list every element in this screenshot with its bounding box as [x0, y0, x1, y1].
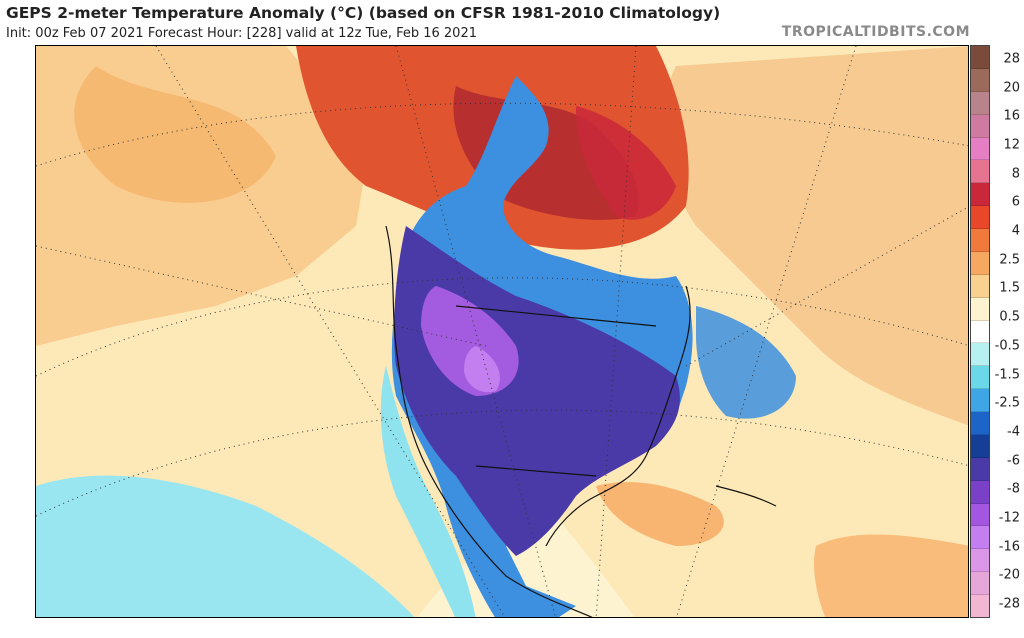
atlantic-warm-area [662, 46, 968, 426]
colorbar-tick-label: 8 [1011, 166, 1020, 182]
colorbar-segment [971, 114, 989, 138]
colorbar-segment [971, 68, 989, 92]
colorbar-tick-label: 12 [1003, 137, 1020, 153]
greenland-red-area [576, 106, 676, 220]
colorbar-tick-label: 4 [1011, 223, 1020, 239]
us-canada-border [455, 305, 657, 327]
colorbar-tick-label: -6 [1007, 453, 1020, 469]
colorbar-tick-label: -0.5 [994, 338, 1020, 354]
south-america-warm-area [814, 534, 968, 617]
colorbar-segment [971, 549, 989, 573]
atlantic-cold-patch [696, 306, 796, 419]
chart-title: GEPS 2-meter Temperature Anomaly (°C) (b… [6, 4, 721, 22]
colorbar-tick-label: -28 [998, 596, 1020, 612]
forecast-info: Init: 00z Feb 07 2021 Forecast Hour: [22… [6, 26, 477, 41]
colorbar-tick-label: -1.5 [994, 367, 1020, 383]
colorbar-tick-label: 0.5 [999, 309, 1020, 325]
colorbar-segment [971, 91, 989, 115]
colorbar-segment [971, 229, 989, 252]
colorbar-segment [971, 480, 989, 504]
colorbar-tick-label: 2.5 [999, 252, 1020, 268]
coastlines [385, 225, 777, 617]
pacific-orange-patch [74, 66, 276, 203]
colorbar [970, 45, 990, 618]
colorbar-segment [971, 434, 989, 458]
colorbar-segment [971, 343, 989, 367]
grid-line [155, 46, 506, 617]
colorbar-tick-label: 16 [1003, 108, 1020, 124]
colorbar-tick-label: 28 [1003, 51, 1020, 67]
colorbar-segment [971, 389, 989, 412]
latlon-grid [36, 46, 968, 617]
colorbar-segment [971, 297, 989, 321]
colorbar-tick-label: -4 [1007, 424, 1020, 440]
map-svg [36, 46, 968, 617]
grid-line [676, 46, 857, 617]
us-mexico-border [475, 465, 597, 477]
colorbar-tick-label: -8 [1007, 481, 1020, 497]
colorbar-tick-label: -2.5 [994, 395, 1020, 411]
colorbar-segment [971, 595, 989, 617]
colorbar-segment [971, 274, 989, 298]
colorbar-segment [971, 572, 989, 595]
colorbar-tick-label: 6 [1011, 194, 1020, 210]
pacific-neutral-area [417, 516, 635, 617]
cuba-coast [715, 485, 777, 507]
plains-coldest-core [464, 346, 500, 393]
colorbar-segment [971, 457, 989, 481]
colorbar-tick-label: -12 [998, 510, 1020, 526]
colorbar-tick-label: -16 [998, 539, 1020, 555]
colorbar-segment [971, 137, 989, 161]
east-coastline [545, 285, 691, 547]
colorbar-segment [971, 412, 989, 435]
colorbar-segment [971, 503, 989, 527]
colorbar-labels: 28 20 16 12 8 6 4 2.5 1.5 0.5 -0.5 -1.5 -2.5 -4 -6 -8 -1… [994, 45, 1024, 618]
colorbar-segment [971, 366, 989, 390]
temperature-anomaly-map [35, 45, 969, 618]
west-coastline [385, 225, 593, 617]
colorbar-segment [971, 206, 989, 229]
colorbar-tick-label: 20 [1003, 80, 1020, 96]
west-coast-cool-strip [380, 366, 476, 617]
colorbar-segment [971, 46, 989, 69]
grid-line [395, 46, 556, 617]
colorbar-segment [971, 160, 989, 184]
colorbar-segment [971, 251, 989, 275]
colorbar-segment [971, 526, 989, 550]
site-brand[interactable]: TROPICALTIDBITS.COM [781, 24, 970, 40]
colorbar-tick-label: 1.5 [999, 280, 1020, 296]
colorbar-segment [971, 320, 989, 344]
colorbar-segment [971, 183, 989, 207]
grid-line [36, 245, 487, 347]
colorbar-tick-label: -20 [998, 567, 1020, 583]
grid-line [595, 46, 637, 617]
grid-line [36, 409, 968, 517]
gulf-warm-patch [596, 482, 724, 546]
pacific-cool-area [36, 475, 415, 617]
